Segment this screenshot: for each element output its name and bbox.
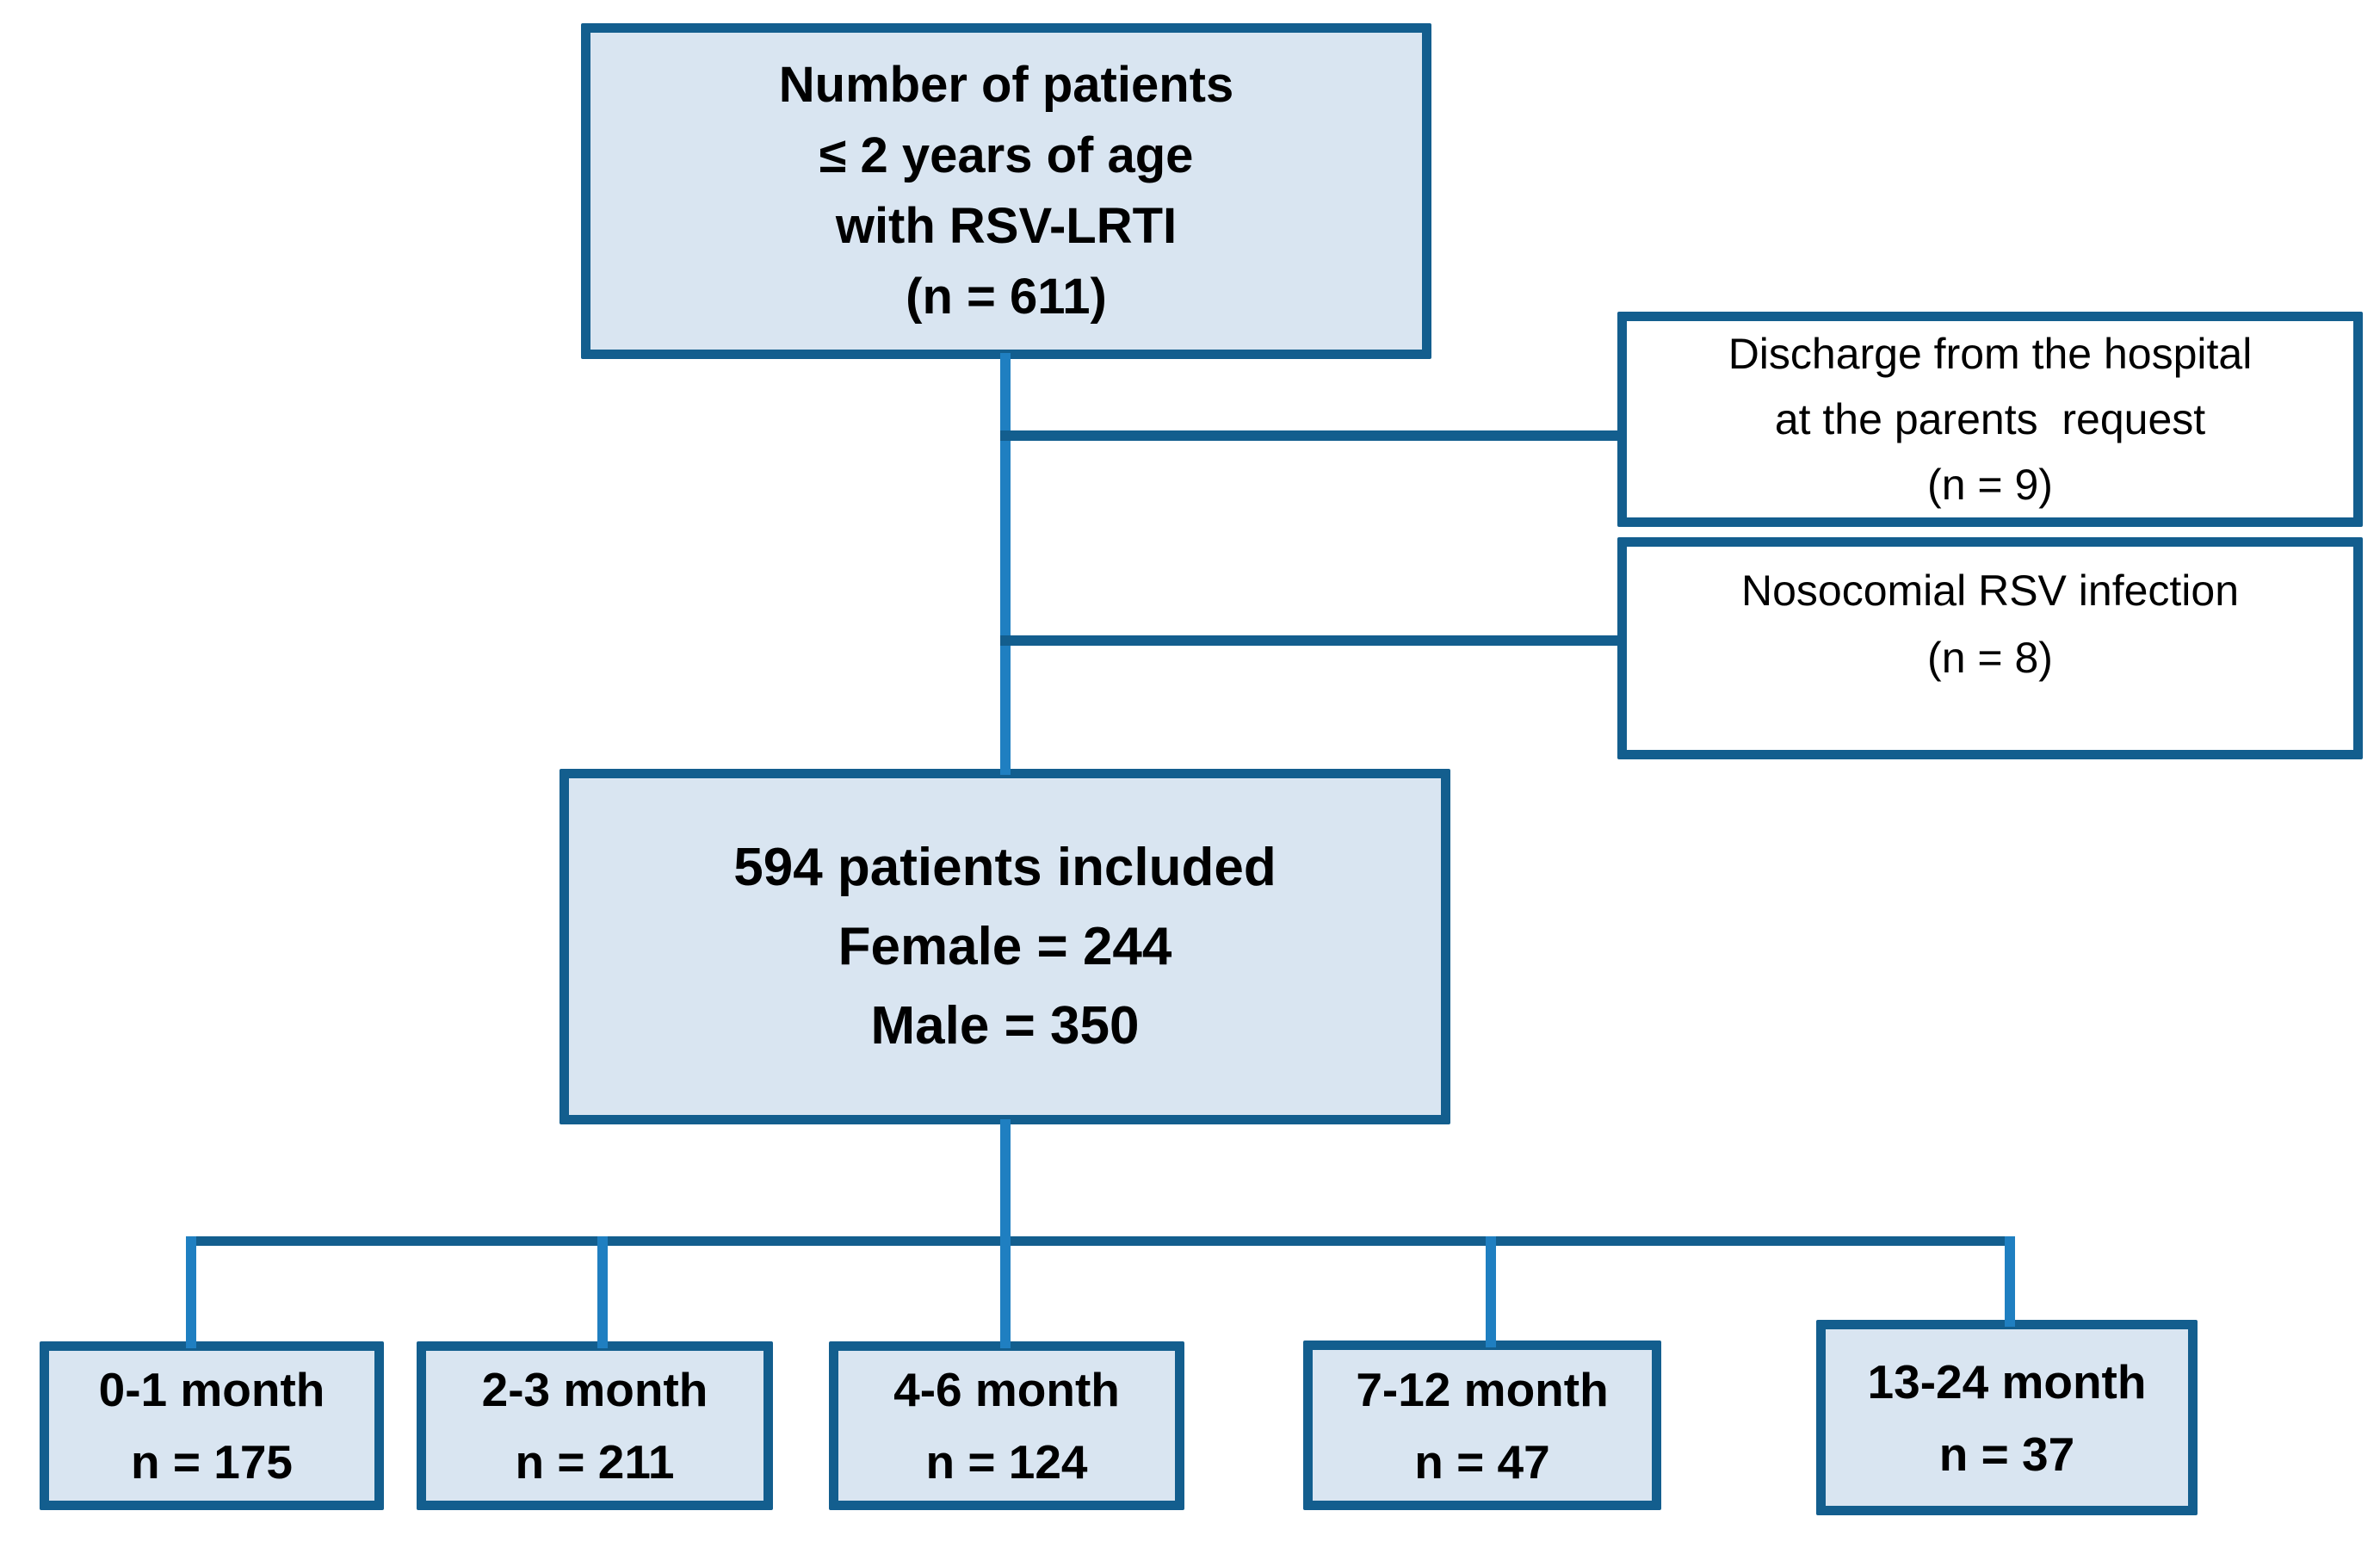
node-text-line: n = 37 — [1938, 1427, 2075, 1481]
node-age-0-1-month: 0-1 month n = 175 — [40, 1341, 384, 1510]
node-text-line: n = 124 — [925, 1435, 1088, 1489]
node-text-line: 0-1 month — [98, 1363, 325, 1416]
connector-branch-nosocomial — [1000, 635, 1617, 646]
node-text-line: Discharge from the hospital — [1728, 330, 2253, 378]
node-text-line: 2-3 month — [481, 1363, 708, 1416]
node-text-line: at the parents request — [1774, 395, 2206, 443]
connector-drop-age-13-24 — [2005, 1236, 2015, 1327]
node-text-line: (n = 9) — [1927, 461, 2053, 509]
node-text-line: Number of patients — [778, 57, 1234, 113]
node-age-2-3-month: 2-3 month n = 211 — [417, 1341, 773, 1510]
node-text-line: 7-12 month — [1356, 1362, 1609, 1416]
node-excluded-discharge: Discharge from the hospital at the paren… — [1617, 312, 2363, 527]
connector-eligible-to-included — [1000, 353, 1011, 775]
node-eligible-patients: Number of patients ≤ 2 years of age with… — [581, 23, 1431, 359]
connector-drop-age-7-12 — [1486, 1236, 1496, 1347]
node-included-patients: 594 patients included Female = 244 Male … — [559, 769, 1450, 1124]
node-text-line: Nosocomial RSV infection — [1740, 567, 2240, 615]
connector-drop-age-2-3 — [597, 1236, 608, 1348]
node-text-line: 594 patients included — [733, 837, 1277, 897]
node-text-line: n = 211 — [515, 1435, 675, 1489]
node-text-line: (n = 611) — [906, 269, 1107, 325]
connector-drop-age-0-1 — [186, 1236, 196, 1348]
node-age-13-24-month: 13-24 month n = 37 — [1816, 1320, 2198, 1515]
node-text-line: with RSV-LRTI — [835, 198, 1178, 254]
node-text-line: 13-24 month — [1867, 1354, 2147, 1409]
node-text-line: Female = 244 — [838, 916, 1172, 976]
connector-included-to-rail — [1000, 1119, 1011, 1348]
node-text-line: n = 175 — [130, 1435, 294, 1489]
connector-age-rail — [186, 1236, 2015, 1246]
node-text-line: Male = 350 — [870, 995, 1140, 1056]
connector-branch-discharge — [1000, 430, 1617, 441]
node-text-line: (n = 8) — [1927, 634, 2053, 682]
node-text-line: 4-6 month — [893, 1363, 1120, 1416]
node-age-4-6-month: 4-6 month n = 124 — [829, 1341, 1184, 1510]
node-text-line: ≤ 2 years of age — [819, 127, 1194, 183]
node-age-7-12-month: 7-12 month n = 47 — [1303, 1341, 1661, 1510]
node-excluded-nosocomial: Nosocomial RSV infection (n = 8) — [1617, 537, 2363, 759]
node-text-line: n = 47 — [1414, 1434, 1550, 1489]
